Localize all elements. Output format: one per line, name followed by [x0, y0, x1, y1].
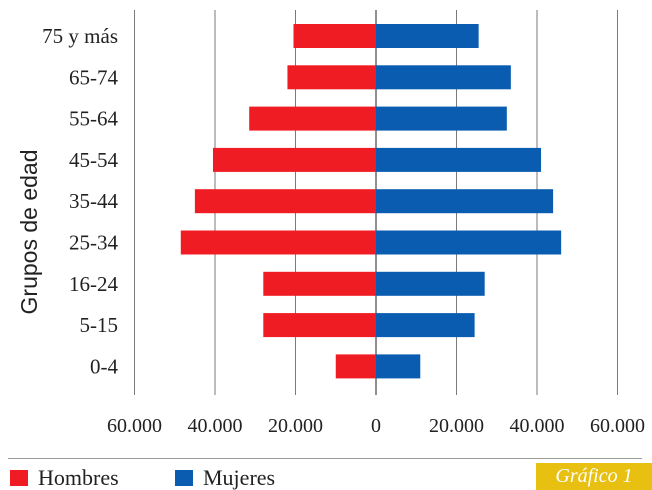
y-tick-label: 0-4	[90, 354, 118, 378]
bar-mujeres	[376, 189, 554, 214]
bar-hombres	[335, 354, 376, 379]
x-tick-label: 20.000	[429, 415, 484, 437]
legend-item-mujeres: Mujeres	[175, 467, 275, 489]
bar-mujeres	[376, 313, 475, 338]
y-axis-title: Grupos de edad	[16, 150, 42, 315]
bar-mujeres	[376, 24, 479, 48]
population-pyramid-chart: 75 y más 65-74 55-64 45-54 35-44 25-34 16-24 5-…	[16, 10, 645, 437]
bar-hombres	[293, 24, 376, 48]
bar-hombres	[212, 147, 376, 172]
bar-mujeres	[376, 271, 485, 296]
legend: Hombres Mujeres	[0, 458, 652, 490]
bar-mujeres	[376, 65, 511, 90]
bar-hombres	[287, 65, 376, 90]
legend-swatch-hombres	[10, 470, 28, 486]
y-tick-label: 55-64	[69, 107, 118, 131]
bar-hombres	[263, 313, 376, 338]
y-tick-label: 65-74	[69, 65, 118, 89]
x-tick-label: 60.000	[107, 415, 162, 437]
y-tick-label: 75 y más	[42, 24, 118, 48]
legend-divider	[8, 458, 642, 459]
bar-hombres	[180, 230, 376, 255]
x-tick-label: 40.000	[510, 415, 565, 437]
x-tick-label: 20.000	[268, 415, 323, 437]
bar-mujeres	[376, 106, 507, 131]
bar-hombres	[249, 106, 376, 131]
y-tick-label: 35-44	[69, 189, 118, 213]
legend-swatch-mujeres	[175, 470, 193, 486]
bar-mujeres	[376, 147, 542, 172]
bar-mujeres	[376, 354, 421, 379]
x-tick-label: 40.000	[188, 415, 243, 437]
x-tick-label: 0	[371, 415, 381, 437]
bar-hombres	[194, 189, 376, 214]
legend-label-hombres: Hombres	[38, 465, 119, 490]
y-tick-label: 5-15	[80, 313, 119, 337]
x-tick-label: 60.000	[590, 415, 645, 437]
bar-hombres	[263, 271, 376, 296]
legend-label-mujeres: Mujeres	[203, 465, 276, 490]
y-tick-label: 25-34	[69, 231, 118, 255]
bar-mujeres	[376, 230, 562, 255]
figure-badge: Gráfico 1	[536, 463, 652, 490]
legend-item-hombres: Hombres	[10, 467, 119, 489]
y-tick-label: 16-24	[69, 272, 118, 296]
y-tick-label: 45-54	[69, 148, 118, 172]
